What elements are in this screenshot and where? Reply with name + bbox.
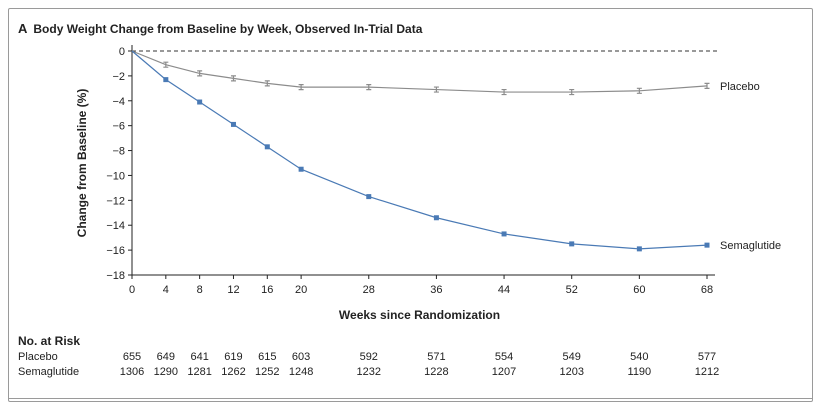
risk-value-placebo: 571 (427, 351, 446, 363)
risk-value-semaglutide: 1281 (187, 366, 212, 378)
risk-value-semaglutide: 1252 (255, 366, 280, 378)
risk-value-placebo: 549 (562, 351, 581, 363)
series-label-placebo: Placebo (720, 81, 760, 93)
risk-value-placebo: 655 (122, 351, 142, 363)
data-point-placebo (704, 82, 710, 89)
data-point-placebo (569, 88, 575, 96)
risk-value-semaglutide: 1232 (356, 366, 381, 378)
x-tick-label: 4 (163, 284, 169, 296)
x-tick-label: 16 (261, 284, 273, 296)
y-tick-label: −10 (106, 170, 125, 182)
data-point-semaglutide (197, 99, 203, 105)
panel-label: A (18, 21, 28, 36)
line-chart: 0 −2 −4 −6 −8 −10 −12 −14 −16 −18 0 4 8 12 16 20 28 36 44 5… (75, 45, 781, 322)
y-tick-label: 0 (119, 46, 125, 58)
data-point-semaglutide (569, 241, 575, 247)
chart-title-text: Body Weight Change from Baseline by Week… (33, 22, 423, 36)
y-tick-label: −12 (106, 195, 125, 207)
risk-value-placebo: 619 (224, 351, 243, 363)
x-tick-label: 8 (197, 284, 203, 296)
data-point-semaglutide (704, 242, 710, 248)
data-point-placebo (501, 88, 507, 96)
x-tick-label: 68 (701, 284, 713, 296)
risk-value-placebo: 592 (359, 351, 378, 363)
data-point-placebo (636, 87, 642, 94)
x-tick-label: 20 (295, 284, 307, 296)
x-tick-label: 52 (566, 284, 578, 296)
risk-value-placebo: 577 (697, 351, 717, 363)
risk-value-semaglutide: 1306 (119, 366, 145, 378)
x-tick-label: 60 (633, 284, 645, 296)
x-axis-label: Weeks since Randomization (339, 308, 500, 322)
x-tick-label: 28 (363, 284, 375, 296)
risk-value-placebo: 615 (258, 351, 277, 363)
risk-value-placebo: 603 (291, 351, 311, 363)
data-point-semaglutide (636, 246, 642, 252)
y-tick-label: −4 (112, 96, 125, 108)
x-tick-label: 12 (227, 284, 239, 296)
risk-value-semaglutide: 1212 (694, 366, 720, 378)
risk-value-semaglutide: 1207 (491, 366, 517, 378)
data-point-placebo (163, 61, 169, 68)
y-tick-label: −16 (106, 245, 125, 257)
series-line-semaglutide (131, 50, 708, 250)
figure-frame (8, 8, 813, 402)
data-point-semaglutide (366, 194, 372, 200)
data-point-placebo (264, 80, 270, 87)
risk-row-label-placebo: Placebo (18, 351, 58, 363)
risk-value-semaglutide: 1228 (424, 366, 449, 378)
y-axis-label: Change from Baseline (%) (75, 89, 89, 238)
chart-title: A Body Weight Change from Baseline by Wee… (18, 21, 422, 36)
risk-value-semaglutide: 1262 (221, 366, 246, 378)
y-tick-label: −6 (112, 121, 125, 133)
risk-row-label-semaglutide: Semaglutide (18, 366, 80, 378)
series-label-semaglutide: Semaglutide (720, 240, 781, 252)
y-tick-label: −8 (112, 146, 125, 158)
data-point-semaglutide (433, 215, 439, 221)
y-tick-label: −14 (106, 220, 125, 232)
y-tick-label: −18 (106, 270, 125, 282)
bottom-divider (8, 398, 813, 399)
data-point-placebo (298, 83, 304, 91)
risk-value-placebo: 649 (156, 351, 175, 363)
data-point-placebo (197, 70, 203, 77)
risk-value-semaglutide: 1248 (288, 366, 314, 378)
x-tick-label: 44 (498, 284, 510, 296)
risk-value-semaglutide: 1203 (559, 366, 584, 378)
risk-value-placebo: 554 (494, 351, 514, 363)
data-point-semaglutide (298, 166, 304, 172)
data-point-placebo (366, 83, 372, 91)
risk-table-title: No. at Risk (18, 334, 81, 348)
data-point-placebo (230, 75, 236, 82)
x-tick-label: 0 (129, 284, 135, 296)
risk-value-placebo: 540 (630, 351, 649, 363)
x-tick-label: 36 (430, 284, 442, 296)
data-point-semaglutide (501, 231, 507, 237)
y-tick-label: −2 (112, 71, 125, 83)
data-point-semaglutide (163, 77, 169, 83)
risk-value-semaglutide: 1290 (153, 366, 179, 378)
series-line-placebo (131, 50, 708, 93)
risk-value-placebo: 641 (190, 351, 209, 363)
data-point-placebo (433, 86, 439, 93)
data-point-semaglutide (230, 121, 236, 127)
data-point-semaglutide (264, 144, 270, 150)
risk-value-semaglutide: 1190 (627, 366, 652, 378)
